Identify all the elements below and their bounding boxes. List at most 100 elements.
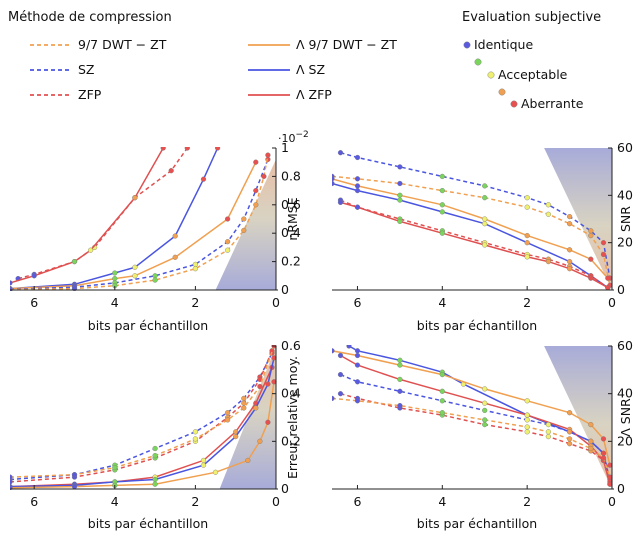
x-tick-label: 0	[272, 295, 280, 310]
data-point	[152, 476, 158, 483]
data-point	[482, 407, 488, 414]
shaded-region	[544, 148, 612, 290]
data-point	[212, 469, 219, 475]
y-tick-label: 0.4	[281, 386, 301, 401]
data-point	[439, 188, 445, 194]
data-point	[566, 266, 573, 272]
data-point	[337, 199, 344, 206]
y-tick-label: 0	[281, 282, 289, 297]
y-axis-label: Erreur relative moy.	[285, 356, 300, 479]
data-point	[524, 240, 530, 246]
x-tick-label: 2	[523, 295, 531, 310]
series-line	[10, 352, 273, 481]
data-point	[132, 264, 138, 270]
data-point	[524, 204, 530, 210]
y-axis-label: Λ SNR	[618, 398, 633, 437]
x-tick-label: 6	[353, 295, 361, 310]
y-exponent-power: −2	[296, 130, 309, 140]
data-point	[132, 273, 138, 279]
data-point	[566, 429, 573, 435]
y-exponent: ·10−2	[278, 130, 309, 145]
y-tick-label: 0	[281, 481, 289, 496]
data-point	[241, 227, 247, 234]
y-tick-label: 0.6	[281, 197, 301, 212]
data-point	[354, 154, 361, 161]
y-tick-label: 0.2	[281, 254, 301, 269]
x-tick-label: 0	[608, 494, 616, 509]
data-point	[354, 379, 361, 385]
y-axis-label: nRMSE	[285, 197, 300, 240]
data-point	[566, 221, 573, 227]
x-tick-label: 4	[111, 494, 119, 509]
data-point	[588, 233, 594, 239]
data-point	[605, 285, 611, 291]
data-point	[200, 457, 207, 464]
series-group	[332, 150, 613, 291]
data-point	[225, 410, 231, 416]
legend-methods: 9/7 DWT − ZT SZ ZFP Λ 9/7 DWT − ZT Λ SZ Λ ZFP	[30, 37, 397, 102]
data-point	[225, 216, 231, 222]
data-point	[132, 195, 138, 201]
data-point	[545, 422, 552, 428]
data-point	[71, 259, 78, 265]
series-line	[10, 159, 269, 291]
data-point	[482, 221, 488, 227]
data-point	[588, 438, 594, 444]
legend-method-label: SZ	[78, 62, 95, 77]
data-point	[524, 398, 530, 404]
data-point	[71, 484, 78, 490]
x-tick-label: 6	[30, 295, 38, 310]
data-point	[545, 434, 552, 440]
data-point	[354, 362, 361, 368]
legend-method-entry: Λ 9/7 DWT − ZT	[248, 37, 397, 52]
data-point	[354, 188, 361, 194]
data-point	[524, 412, 530, 418]
y-tick-label: 0	[617, 481, 625, 496]
data-point	[337, 391, 344, 397]
series-group	[10, 345, 277, 490]
data-point	[545, 259, 552, 265]
data-point	[200, 176, 207, 182]
data-point	[439, 398, 445, 404]
data-point	[253, 202, 259, 208]
data-point	[346, 345, 352, 349]
legend-subjective-entry	[498, 88, 506, 96]
data-point	[354, 348, 361, 354]
data-point	[71, 472, 78, 478]
data-point	[354, 183, 361, 189]
data-point	[439, 230, 445, 236]
x-tick-label: 0	[272, 494, 280, 509]
data-point	[566, 441, 573, 447]
legend-subjective-entry: Identique	[463, 37, 533, 52]
legend-subjective-marker	[463, 41, 471, 49]
data-point	[566, 247, 573, 253]
x-tick-label: 6	[30, 494, 38, 509]
data-point	[600, 436, 607, 442]
series-group	[332, 345, 613, 487]
data-point	[588, 275, 594, 281]
legend-subjective-entry: Acceptable	[487, 67, 568, 82]
data-point	[524, 424, 530, 430]
y-tick-label: 20	[617, 235, 633, 250]
data-point	[439, 372, 445, 378]
data-point	[482, 183, 488, 189]
x-tick-label: 6	[353, 494, 361, 509]
data-point	[397, 388, 403, 394]
data-point	[10, 280, 13, 286]
series-group	[10, 147, 271, 291]
y-tick-label: 0.4	[281, 225, 301, 240]
data-point	[112, 276, 118, 282]
data-point	[566, 410, 573, 416]
data-point	[439, 209, 445, 215]
data-point	[10, 479, 13, 485]
x-tick-label: 2	[191, 494, 199, 509]
series-line	[332, 350, 611, 466]
data-point	[225, 417, 231, 423]
data-point	[87, 247, 94, 253]
data-point	[397, 180, 403, 187]
data-point	[588, 445, 594, 452]
legend-method-entry: SZ	[30, 62, 95, 77]
